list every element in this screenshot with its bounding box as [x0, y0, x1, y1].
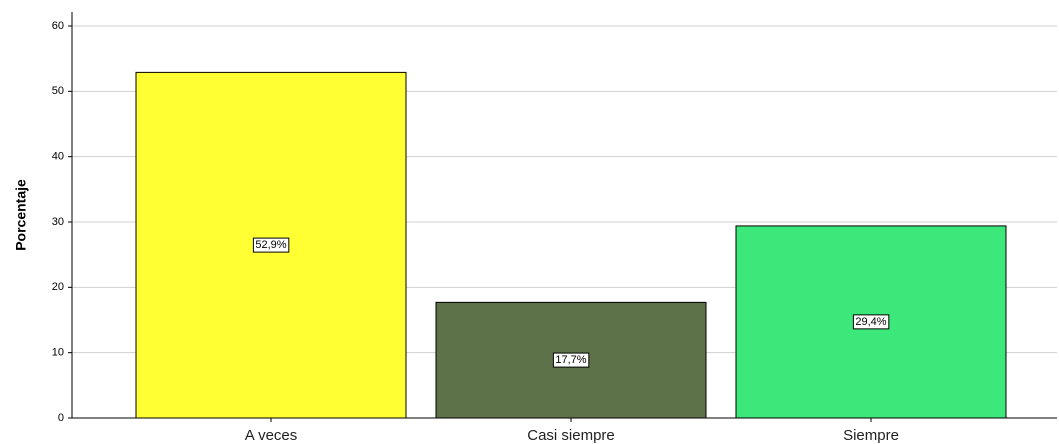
y-tick-label: 0	[58, 412, 64, 424]
y-tick-label: 10	[52, 347, 64, 359]
value-label: 17,7%	[555, 354, 586, 366]
y-tick-label: 40	[52, 151, 64, 163]
y-tick-label: 60	[52, 20, 64, 32]
y-tick-label: 20	[52, 281, 64, 293]
value-label-box	[252, 237, 290, 253]
y-tick-label: 30	[52, 216, 64, 228]
value-label-box	[552, 352, 590, 368]
y-tick-label: 50	[52, 85, 64, 97]
x-tick-label: Siempre	[843, 427, 899, 444]
value-label: 52,9%	[255, 239, 286, 251]
y-axis-label: Porcentaje	[13, 179, 29, 251]
value-label-box	[852, 314, 890, 330]
value-label: 29,4%	[855, 316, 886, 328]
x-tick-label: A veces	[245, 427, 298, 444]
x-tick-label: Casi siempre	[527, 427, 615, 444]
